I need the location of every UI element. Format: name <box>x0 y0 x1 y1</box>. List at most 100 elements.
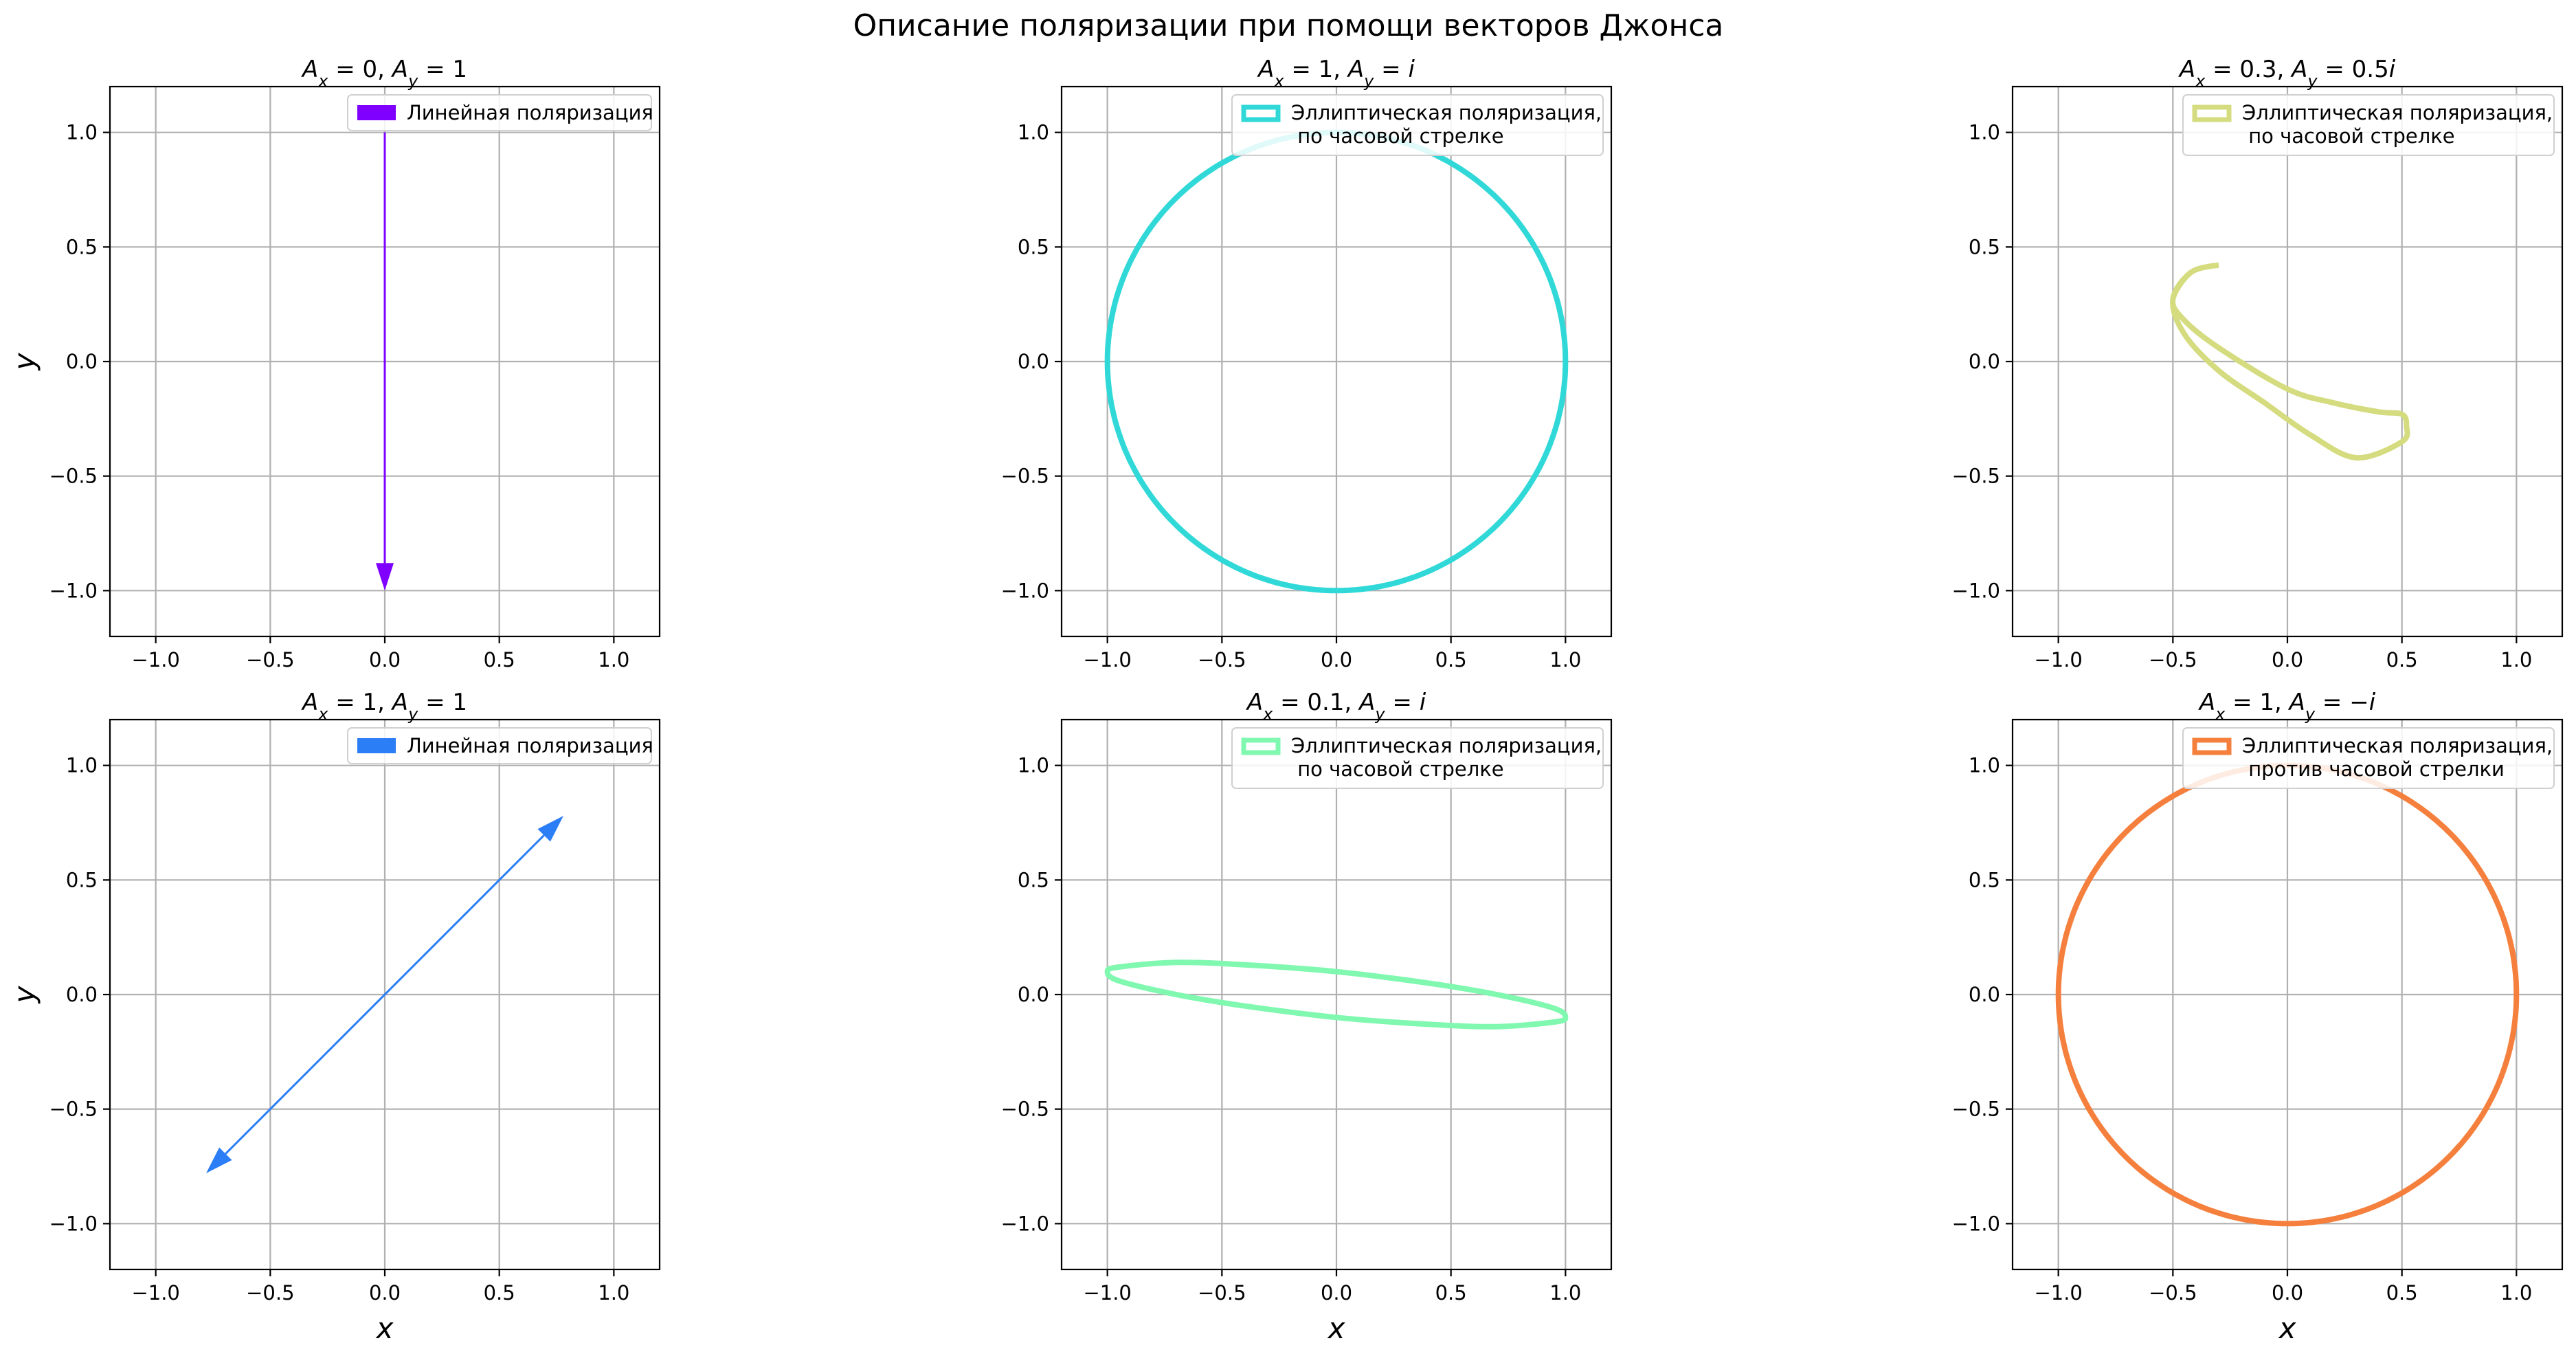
y-tick-label: −1.0 <box>1001 579 1049 602</box>
legend-box <box>347 727 652 764</box>
y-tick-label: 0.5 <box>66 868 98 891</box>
x-tick-label: 0.0 <box>1321 1281 1352 1305</box>
y-tick-label: −1.0 <box>1952 579 2000 602</box>
axes-frame <box>1060 718 1613 1271</box>
legend: Линейная поляризация <box>347 727 653 764</box>
subplot-title: Ax = 1, Ay = −i <box>2198 689 2376 724</box>
subplot-title: Ax = 1, Ay = i <box>1257 56 1415 91</box>
axes-frame <box>109 718 661 1271</box>
y-tick-label: −1.0 <box>1952 1212 2000 1235</box>
plot-area <box>1104 959 1569 1030</box>
subplot-grid: Ax = 0, Ay = 1 −1.0 −1.0 −0.5 −0.5 0.0 0.0 0.5 0… <box>8 56 2564 1345</box>
legend-handle <box>2192 104 2232 122</box>
legend-box <box>1231 727 1604 789</box>
grid-lines <box>2013 87 2562 636</box>
y-tick-label: 0.5 <box>1018 868 1049 891</box>
legend-handle <box>1241 104 1281 122</box>
plot-area <box>2055 762 2520 1227</box>
subplot-3: Ax = 0.3, Ay = 0.5i −1.0 −1.0 −0.5 −0.5 0.0 0.… <box>1952 56 2564 672</box>
subplot-2: Ax = 1, Ay = i −1.0 −1.0 −0.5 −0.5 0.0 0.0 0.5 0… <box>1001 56 1613 672</box>
y-tick-label: −0.5 <box>49 1098 98 1121</box>
y-tick-label: −0.5 <box>1952 465 2000 488</box>
x-tick-label: −1.0 <box>2034 1281 2082 1305</box>
x-tick-label: −0.5 <box>246 648 294 672</box>
subplot-title: Ax = 1, Ay = 1 <box>301 689 467 724</box>
x-tick-label: −1.0 <box>131 1281 179 1305</box>
x-tick-label: −0.5 <box>1198 1281 1246 1305</box>
axes-frame <box>2011 718 2564 1271</box>
x-tick-label: 1.0 <box>1549 648 1581 672</box>
x-tick-label: −1.0 <box>1083 648 1131 672</box>
x-tick-label: 1.0 <box>2500 1281 2532 1305</box>
plot-area <box>1104 129 1569 594</box>
y-tick-label: 0.0 <box>66 983 98 1006</box>
legend-label: Линейная поляризация <box>407 101 653 124</box>
polarization-ellipse <box>2170 263 2410 461</box>
y-tick-label: −0.5 <box>49 465 98 488</box>
x-axis-label: x <box>1327 1311 1346 1345</box>
legend: Эллиптическая поляризация, по часовой ст… <box>2182 94 2555 156</box>
y-tick-label: 0.0 <box>66 350 98 373</box>
y-tick-label: −1.0 <box>1001 1212 1049 1235</box>
legend-handle <box>2192 737 2232 755</box>
legend: Линейная поляризация <box>347 94 653 131</box>
legend-handle <box>1241 737 1281 755</box>
x-tick-label: 0.5 <box>484 648 515 672</box>
y-axis-label: y <box>8 352 41 371</box>
y-tick-label: 0.5 <box>1969 868 2000 891</box>
y-tick-label: 1.0 <box>66 121 98 144</box>
axes-frame <box>1060 85 1613 638</box>
y-tick-label: −0.5 <box>1001 1098 1049 1121</box>
polarization-ellipse <box>2055 762 2520 1227</box>
legend-box <box>1231 94 1604 156</box>
polarization-ellipse <box>1104 129 1569 594</box>
x-tick-label: −0.5 <box>2149 1281 2197 1305</box>
y-tick-label: 0.5 <box>1018 235 1049 258</box>
polarization-ellipse <box>1104 959 1569 1030</box>
y-tick-label: 1.0 <box>1018 754 1049 777</box>
x-tick-label: −1.0 <box>2034 648 2082 672</box>
legend-handle <box>357 738 396 753</box>
axes-frame <box>2011 85 2564 638</box>
legend-label: Эллиптическая поляризация, по часовой ст… <box>1291 734 1602 781</box>
plot-area <box>376 132 394 591</box>
y-tick-label: −1.0 <box>49 1212 98 1235</box>
subplot-4: Ax = 1, Ay = 1 −1.0 −1.0 −0.5 −0.5 0.0 0.0 0.5 0… <box>8 689 661 1345</box>
legend-label: Эллиптическая поляризация, по часовой ст… <box>1291 101 1602 148</box>
plot-area <box>2170 263 2410 461</box>
y-tick-label: −0.5 <box>1001 465 1049 488</box>
x-tick-label: −0.5 <box>1198 648 1246 672</box>
x-tick-label: 0.5 <box>1435 648 1467 672</box>
legend-box <box>2182 94 2555 156</box>
legend: Эллиптическая поляризация, по часовой ст… <box>1231 727 1604 789</box>
x-tick-label: 1.0 <box>1549 1281 1581 1305</box>
legend-label: Эллиптическая поляризация, против часово… <box>2242 734 2553 781</box>
y-tick-label: 0.0 <box>1969 350 2000 373</box>
y-tick-label: 0.0 <box>1018 983 1049 1006</box>
arrow-head <box>537 816 563 842</box>
x-tick-label: 1.0 <box>598 1281 629 1305</box>
y-axis-label: y <box>8 985 41 1004</box>
subplot-5: Ax = 0.1, Ay = i −1.0 −1.0 −0.5 −0.5 0.0 0.0 0.… <box>1001 689 1613 1345</box>
y-tick-label: 0.5 <box>66 235 98 258</box>
y-tick-label: 0.0 <box>1018 350 1049 373</box>
y-tick-label: −0.5 <box>1952 1098 2000 1121</box>
legend-box <box>2182 727 2555 789</box>
legend: Эллиптическая поляризация, по часовой ст… <box>1231 94 1604 156</box>
arrow-head <box>376 563 394 591</box>
x-tick-label: 0.5 <box>2386 1281 2418 1305</box>
x-tick-label: 0.0 <box>2272 648 2303 672</box>
subplot-title: Ax = 0.3, Ay = 0.5i <box>2178 56 2396 91</box>
subplot-1: Ax = 0, Ay = 1 −1.0 −1.0 −0.5 −0.5 0.0 0.0 0.5 0… <box>8 56 661 672</box>
x-tick-label: −0.5 <box>246 1281 294 1305</box>
y-tick-label: 0.5 <box>1969 235 2000 258</box>
subplot-title: Ax = 0, Ay = 1 <box>301 56 467 91</box>
x-tick-label: 0.0 <box>369 648 401 672</box>
legend-label: Линейная поляризация <box>407 734 653 757</box>
x-tick-label: −1.0 <box>1083 1281 1131 1305</box>
x-tick-label: 0.5 <box>1435 1281 1467 1305</box>
legend: Эллиптическая поляризация, против часово… <box>2182 727 2555 789</box>
x-axis-label: x <box>2278 1311 2297 1345</box>
x-axis-label: x <box>375 1311 394 1345</box>
